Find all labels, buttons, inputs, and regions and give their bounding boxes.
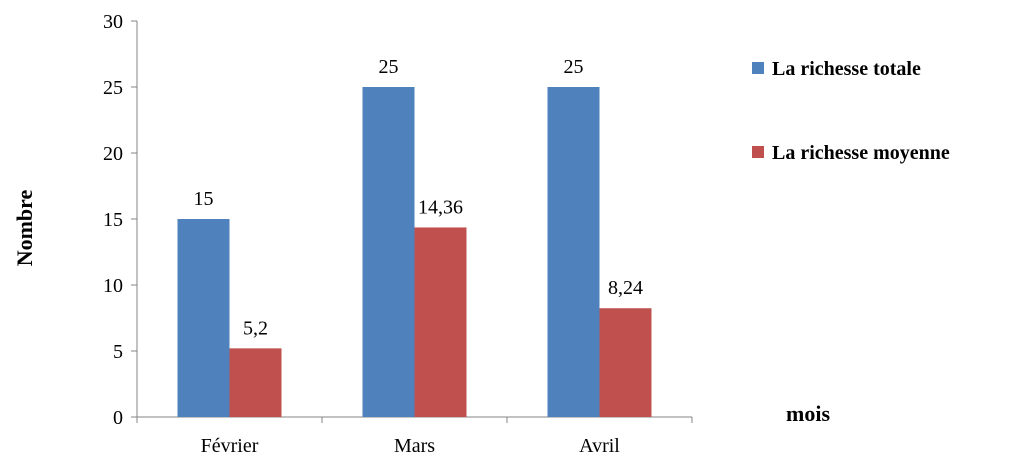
y-tick-label: 5 bbox=[113, 341, 123, 363]
legend: La richesse totale La richesse moyenne bbox=[752, 58, 950, 164]
y-tick-label: 10 bbox=[103, 275, 123, 297]
y-tick-label: 25 bbox=[103, 77, 123, 99]
x-tick-label: Avril bbox=[579, 435, 620, 457]
data-label: 8,24 bbox=[608, 277, 643, 299]
data-labels: 15 25 25 5,2 14,36 8,24 bbox=[194, 56, 644, 339]
bar bbox=[362, 87, 415, 417]
bar bbox=[177, 219, 230, 417]
legend-swatch bbox=[752, 62, 764, 74]
y-axis-title: Nombre bbox=[12, 189, 37, 266]
bar bbox=[547, 87, 600, 417]
data-label: 15 bbox=[194, 188, 214, 210]
y-tick-label: 0 bbox=[113, 407, 123, 429]
legend-label: La richesse moyenne bbox=[772, 142, 950, 164]
y-tick-label: 15 bbox=[103, 209, 123, 231]
legend-label: La richesse totale bbox=[772, 58, 921, 80]
x-tick-label: Février bbox=[201, 435, 259, 457]
bar bbox=[414, 227, 467, 417]
y-tick-label: 20 bbox=[103, 143, 123, 165]
data-label: 25 bbox=[564, 56, 584, 78]
x-axis-title: mois bbox=[786, 401, 830, 426]
bars bbox=[177, 87, 652, 417]
data-label: 5,2 bbox=[243, 317, 268, 339]
axes: 0 5 10 15 20 25 30 Février Mars Avril bbox=[103, 11, 693, 457]
bar bbox=[229, 348, 282, 417]
legend-swatch bbox=[752, 146, 764, 158]
data-label: 25 bbox=[379, 56, 399, 78]
bar bbox=[599, 308, 652, 417]
y-tick-label: 30 bbox=[103, 11, 123, 33]
x-tick-label: Mars bbox=[394, 435, 435, 457]
data-label: 14,36 bbox=[418, 196, 463, 218]
